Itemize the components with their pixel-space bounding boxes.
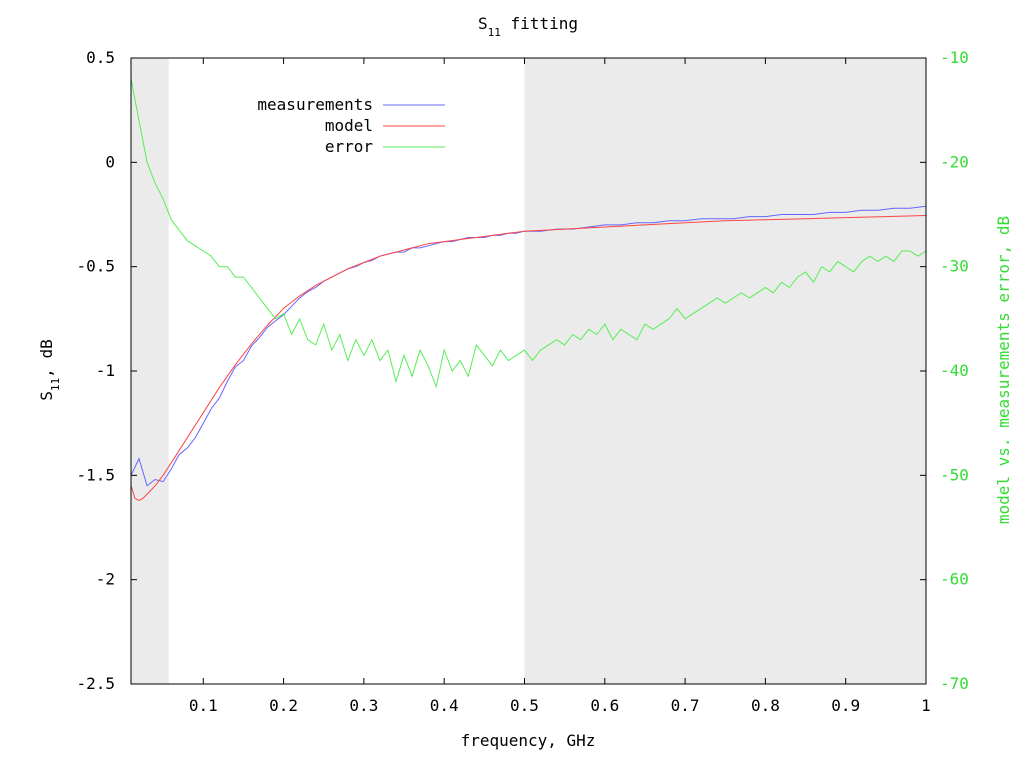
x-tick-label: 1 xyxy=(921,696,931,715)
shaded-regions xyxy=(131,58,926,684)
y-tick-label: 0 xyxy=(105,152,115,171)
y-tick-label: -2 xyxy=(96,570,115,589)
shaded-region-2 xyxy=(524,58,926,684)
series-line-model xyxy=(130,215,927,501)
tick-marks xyxy=(131,57,927,685)
y2-tick-label: -10 xyxy=(940,48,969,67)
x-tick-label: 0.4 xyxy=(430,696,459,715)
y-tick-label: 0.5 xyxy=(86,48,115,67)
tick-labels: 0.1 0.2 0.3 0.4 0.5 0.6 0.7 0.8 0.9 1 0.5 0 -0.5 -1 -1… xyxy=(76,48,968,715)
legend-label-measurements: measurements xyxy=(257,95,373,114)
series-line-measurements xyxy=(130,205,927,487)
y-tick-label: -2.5 xyxy=(76,674,115,693)
x-tick-label: 0.8 xyxy=(751,696,780,715)
legend-label-model: model xyxy=(325,116,373,135)
y-tick-label: -0.5 xyxy=(76,257,115,276)
x-tick-label: 0.7 xyxy=(671,696,700,715)
x-tick-label: 0.3 xyxy=(349,696,378,715)
series-layer xyxy=(130,78,927,501)
y2-tick-label: -30 xyxy=(940,257,969,276)
y2-tick-label: -40 xyxy=(940,361,969,380)
y2-axis-label: model vs. measurements error, dB xyxy=(994,216,1013,524)
legend: measurements model error xyxy=(257,95,445,156)
y2-tick-label: -20 xyxy=(940,152,969,171)
x-tick-label: 0.1 xyxy=(189,696,218,715)
y2-tick-label: -70 xyxy=(940,674,969,693)
x-tick-label: 0.2 xyxy=(269,696,298,715)
x-tick-label: 0.5 xyxy=(510,696,539,715)
x-tick-label: 0.6 xyxy=(590,696,619,715)
x-tick-label: 0.9 xyxy=(831,696,860,715)
y2-tick-label: -60 xyxy=(940,570,969,589)
y-tick-label: -1 xyxy=(96,361,115,380)
y-tick-label: -1.5 xyxy=(76,465,115,484)
y2-tick-label: -50 xyxy=(940,465,969,484)
x-axis-label: frequency, GHz xyxy=(461,731,596,750)
chart-title: S11 fitting xyxy=(478,14,578,39)
shaded-region-1 xyxy=(131,58,169,684)
legend-label-error: error xyxy=(325,137,374,156)
y-axis-label: S11, dB xyxy=(37,339,62,400)
series-line-error xyxy=(130,78,927,389)
